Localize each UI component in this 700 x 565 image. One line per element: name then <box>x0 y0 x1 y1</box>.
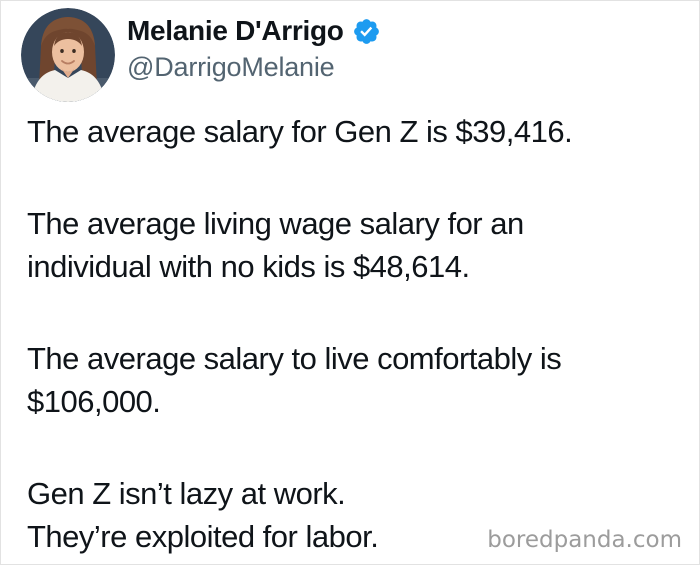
tweet-paragraph: Gen Z isn’t lazy at work. They’re exploi… <box>27 472 679 558</box>
tweet-paragraph: The average living wage salary for an in… <box>27 202 679 288</box>
tweet-line: individual with no kids is $48,614. <box>27 249 470 284</box>
tweet-line: $106,000. <box>27 384 161 419</box>
avatar[interactable] <box>21 8 115 102</box>
avatar-image <box>21 8 115 102</box>
author-handle[interactable]: @DarrigoMelanie <box>127 52 335 82</box>
tweet-paragraph: The average salary for Gen Z is $39,416. <box>27 110 679 153</box>
tweet-paragraph: The average salary to live comfortably i… <box>27 337 679 423</box>
tweet-line: The average salary to live comfortably i… <box>27 341 562 376</box>
author-name[interactable]: Melanie D'Arrigo <box>127 15 344 46</box>
author-block: Melanie D'Arrigo @DarrigoMelanie <box>127 8 381 84</box>
author-name-row: Melanie D'Arrigo <box>127 14 381 48</box>
tweet-line: The average salary for Gen Z is $39,416. <box>27 114 573 149</box>
watermark: boredpanda.com <box>487 527 682 553</box>
verified-check-icon <box>352 17 381 46</box>
tweet-text: The average salary for Gen Z is $39,416.… <box>27 102 679 558</box>
tweet-header: Melanie D'Arrigo @DarrigoMelanie <box>21 8 679 103</box>
tweet-line: The average living wage salary for an <box>27 206 524 241</box>
tweet-line: Gen Z isn’t lazy at work. <box>27 476 346 511</box>
tweet-line: They’re exploited for labor. <box>27 519 379 554</box>
